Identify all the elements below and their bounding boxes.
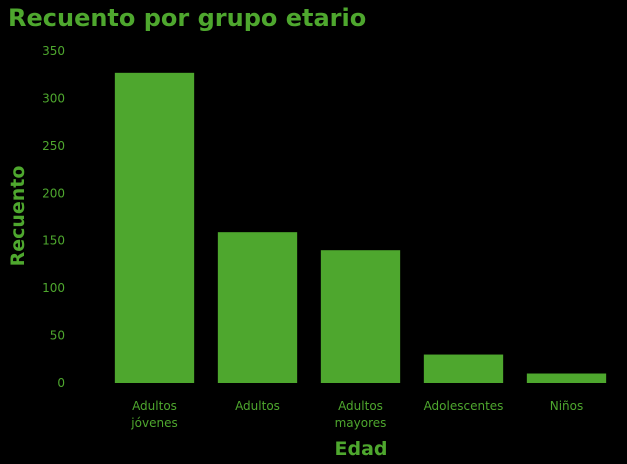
y-tick-label: 150 bbox=[42, 234, 65, 248]
bar bbox=[423, 354, 504, 383]
bar bbox=[526, 373, 607, 383]
y-tick-label: 350 bbox=[42, 44, 65, 58]
y-tick-label: 200 bbox=[42, 186, 65, 200]
y-axis-title: Recuento bbox=[7, 166, 29, 267]
y-tick-label: 0 bbox=[57, 376, 65, 390]
y-tick-label: 300 bbox=[42, 91, 65, 105]
y-tick-label: 50 bbox=[50, 329, 65, 343]
x-axis-ticks: Adultos jóvenes Adultos Adultos mayores Adole… bbox=[130, 399, 583, 430]
x-axis-title: Edad bbox=[334, 438, 387, 460]
x-tick-label: Niños bbox=[550, 399, 584, 413]
x-tick-label: Adultos bbox=[235, 399, 280, 413]
bar bbox=[320, 250, 401, 383]
bar bbox=[217, 232, 298, 383]
y-tick-label: 100 bbox=[42, 281, 65, 295]
x-tick-label: Adultos jóvenes bbox=[130, 399, 177, 430]
bars bbox=[114, 72, 607, 384]
y-axis-ticks: 0 50 100 150 200 250 300 350 bbox=[42, 44, 65, 390]
x-tick-label: Adolescentes bbox=[424, 399, 504, 413]
bar bbox=[114, 72, 195, 384]
x-tick-label: Adultos mayores bbox=[335, 399, 387, 430]
chart-title: Recuento por grupo etario bbox=[8, 4, 367, 32]
y-tick-label: 250 bbox=[42, 139, 65, 153]
